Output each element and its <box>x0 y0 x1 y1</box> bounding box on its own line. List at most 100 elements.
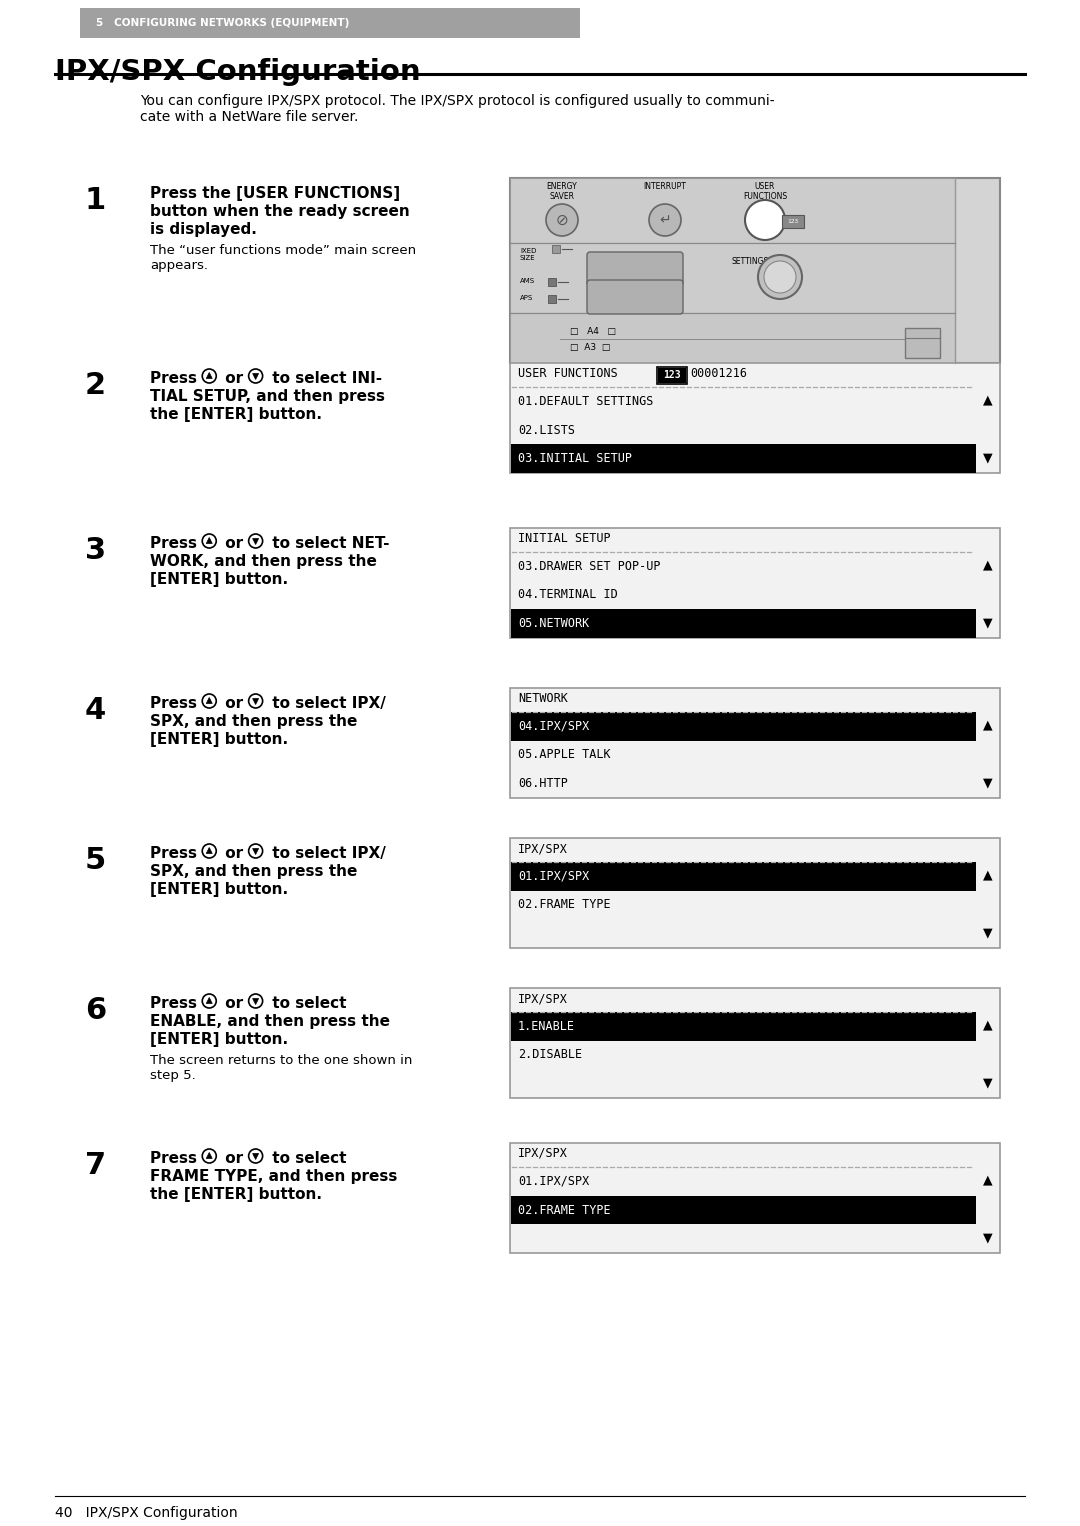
Text: Press: Press <box>150 536 202 551</box>
Text: Press: Press <box>150 1151 202 1166</box>
Text: □   A4   □: □ A4 □ <box>570 327 616 336</box>
Text: [ENTER] button.: [ENTER] button. <box>150 572 288 588</box>
Bar <box>510 1143 1000 1253</box>
Text: IPX/SPX: IPX/SPX <box>518 1148 568 1160</box>
Text: 7: 7 <box>85 1151 106 1180</box>
Text: ▼: ▼ <box>983 617 993 629</box>
Bar <box>510 243 955 313</box>
Text: 1.ENABLE: 1.ENABLE <box>518 1019 575 1033</box>
Bar <box>511 862 976 891</box>
Text: is displayed.: is displayed. <box>150 221 257 237</box>
Text: 4: 4 <box>85 696 106 725</box>
Text: 00001216: 00001216 <box>690 366 747 380</box>
Text: SETTINGS: SETTINGS <box>731 256 769 266</box>
Text: to select: to select <box>267 1151 346 1166</box>
Bar <box>510 528 1000 638</box>
Text: 04.TERMINAL ID: 04.TERMINAL ID <box>518 589 618 601</box>
Text: step 5.: step 5. <box>150 1070 195 1082</box>
Text: 05.NETWORK: 05.NETWORK <box>518 617 590 630</box>
Text: ▼: ▼ <box>983 1231 993 1244</box>
Circle shape <box>745 200 785 240</box>
Text: 04.IPX/SPX: 04.IPX/SPX <box>518 720 590 732</box>
Text: the [ENTER] button.: the [ENTER] button. <box>150 1187 322 1202</box>
Text: Press: Press <box>150 371 202 386</box>
Bar <box>510 688 1000 798</box>
Text: [ENTER] button.: [ENTER] button. <box>150 732 288 748</box>
Text: INITIAL SETUP: INITIAL SETUP <box>518 533 610 545</box>
Text: [ENTER] button.: [ENTER] button. <box>150 1032 288 1047</box>
Text: ENERGY
SAVER: ENERGY SAVER <box>546 182 578 201</box>
Bar <box>657 366 687 385</box>
FancyBboxPatch shape <box>588 252 683 285</box>
Text: IPX/SPX: IPX/SPX <box>518 842 568 855</box>
Polygon shape <box>206 998 213 1004</box>
Bar <box>511 1012 976 1041</box>
Text: [ENTER] button.: [ENTER] button. <box>150 882 288 897</box>
Text: button when the ready screen: button when the ready screen <box>150 204 409 220</box>
Text: USER FUNCTIONS: USER FUNCTIONS <box>518 366 618 380</box>
Text: appears.: appears. <box>150 259 208 272</box>
Circle shape <box>764 261 796 293</box>
Text: ▲: ▲ <box>983 868 993 882</box>
Text: 02.LISTS: 02.LISTS <box>518 424 575 436</box>
Text: AMS: AMS <box>519 278 535 284</box>
Text: 01.IPX/SPX: 01.IPX/SPX <box>518 1175 590 1187</box>
Polygon shape <box>206 1152 213 1158</box>
Circle shape <box>649 204 681 237</box>
Text: cate with a NetWare file server.: cate with a NetWare file server. <box>140 110 359 124</box>
Text: 01.DEFAULT SETTINGS: 01.DEFAULT SETTINGS <box>518 395 653 407</box>
Text: ▲: ▲ <box>983 1173 993 1187</box>
Bar <box>510 987 1000 1099</box>
Text: APS: APS <box>519 295 534 301</box>
Circle shape <box>546 204 578 237</box>
Bar <box>510 179 955 243</box>
Polygon shape <box>253 1154 258 1160</box>
Bar <box>511 444 976 473</box>
Text: INTERRUPT: INTERRUPT <box>644 182 687 191</box>
Text: 2.DISABLE: 2.DISABLE <box>518 1048 582 1062</box>
Text: Press the [USER FUNCTIONS]: Press the [USER FUNCTIONS] <box>150 186 400 201</box>
Text: The screen returns to the one shown in: The screen returns to the one shown in <box>150 1054 413 1067</box>
Text: to select IPX/: to select IPX/ <box>267 845 386 861</box>
Text: ▼: ▼ <box>983 926 993 938</box>
Polygon shape <box>206 537 213 543</box>
Text: 5: 5 <box>85 845 106 874</box>
Bar <box>510 363 1000 473</box>
Polygon shape <box>206 372 213 378</box>
Circle shape <box>758 255 802 299</box>
Bar <box>511 1196 976 1224</box>
Text: or: or <box>220 371 248 386</box>
Bar <box>658 368 686 383</box>
Text: 2: 2 <box>85 371 106 400</box>
Text: 40   IPX/SPX Configuration: 40 IPX/SPX Configuration <box>55 1506 238 1520</box>
Text: to select IPX/: to select IPX/ <box>267 696 386 711</box>
Text: or: or <box>220 696 248 711</box>
Polygon shape <box>253 374 258 380</box>
Text: or: or <box>220 536 248 551</box>
Text: ▼: ▼ <box>983 1076 993 1090</box>
Text: 6: 6 <box>85 996 106 1025</box>
Bar <box>548 295 556 304</box>
Text: or: or <box>220 1151 248 1166</box>
Text: ▼: ▼ <box>983 452 993 464</box>
Text: NETWORK: NETWORK <box>518 691 568 705</box>
Bar <box>80 8 580 38</box>
Bar <box>510 179 1000 363</box>
Text: IXED
SIZE: IXED SIZE <box>519 249 537 261</box>
Text: to select: to select <box>267 996 346 1012</box>
Polygon shape <box>253 699 258 705</box>
Text: ▲: ▲ <box>983 719 993 732</box>
Polygon shape <box>253 848 258 855</box>
Text: ▲: ▲ <box>983 559 993 572</box>
Text: IPX/SPX: IPX/SPX <box>518 992 568 1006</box>
Text: ⊘: ⊘ <box>555 212 568 227</box>
Text: ▲: ▲ <box>983 394 993 407</box>
Text: Press: Press <box>150 845 202 861</box>
Text: ENABLE, and then press the: ENABLE, and then press the <box>150 1013 390 1029</box>
Polygon shape <box>253 539 258 545</box>
Text: 5   CONFIGURING NETWORKS (EQUIPMENT): 5 CONFIGURING NETWORKS (EQUIPMENT) <box>96 18 349 27</box>
Text: IPX/SPX Configuration: IPX/SPX Configuration <box>55 58 420 85</box>
Text: to select NET-: to select NET- <box>267 536 389 551</box>
Text: 02.FRAME TYPE: 02.FRAME TYPE <box>518 1204 610 1216</box>
Bar <box>511 713 976 740</box>
